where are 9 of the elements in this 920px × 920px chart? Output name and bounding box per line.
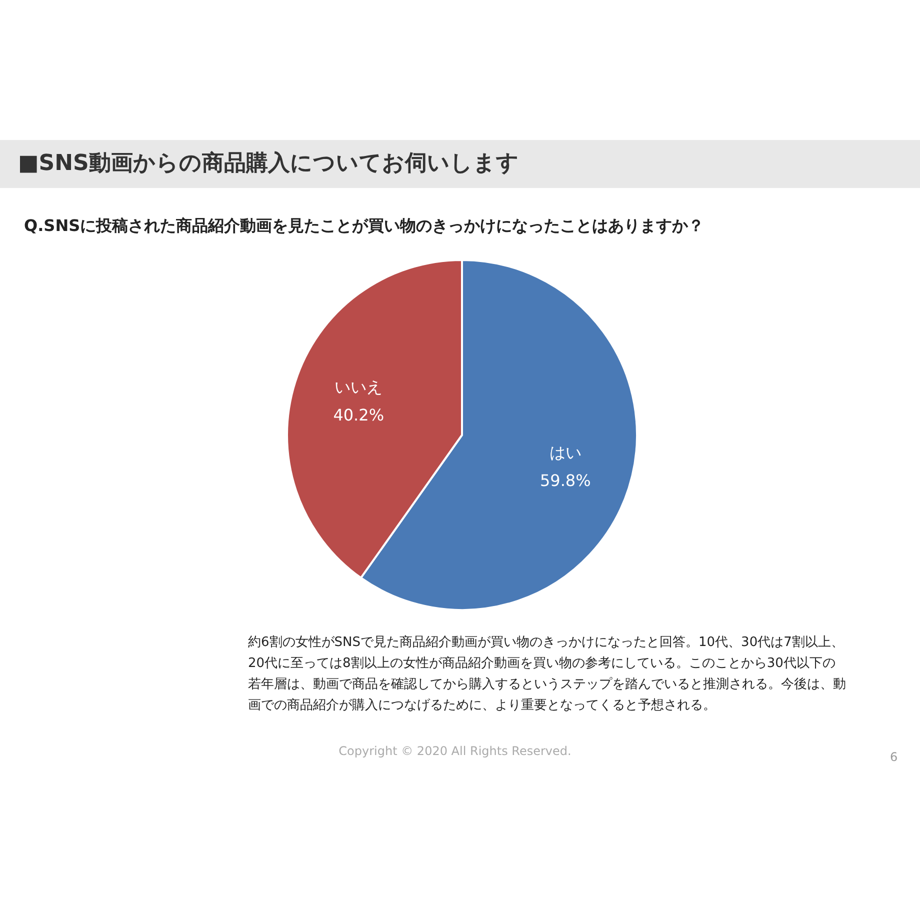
- text: 約6割の女性がSNSで見た商品紹介動画が買い物のきっかけになったと回答。10代、30代は7割以上、20代に至っては8割以上の女性が商品紹介動画を買い物の参考にしている。このことから30代以下の若年層は、動画で商品を確認してから購入するというステップを踏んでいると推測される。今後は、動画での商品紹介が購入につなげるために、より重要となってくると予想される。: [248, 634, 847, 715]
- text: 6: [890, 750, 898, 764]
- chart-title: ■SNS動画からの商品購入についてお伺いします: [18, 150, 519, 178]
- slice-label: はい: [549, 443, 582, 462]
- data-label: 59.8%: [540, 471, 591, 490]
- chart-subtitle: Q.SNSに投稿された商品紹介動画を見たことが買い物のきっかけになったことはありますか？: [24, 216, 704, 237]
- data-label: 40.2%: [333, 405, 384, 424]
- slice-label: いいえ: [334, 377, 383, 396]
- text: Copyright © 2020 All Rights Reserved.: [338, 744, 572, 758]
